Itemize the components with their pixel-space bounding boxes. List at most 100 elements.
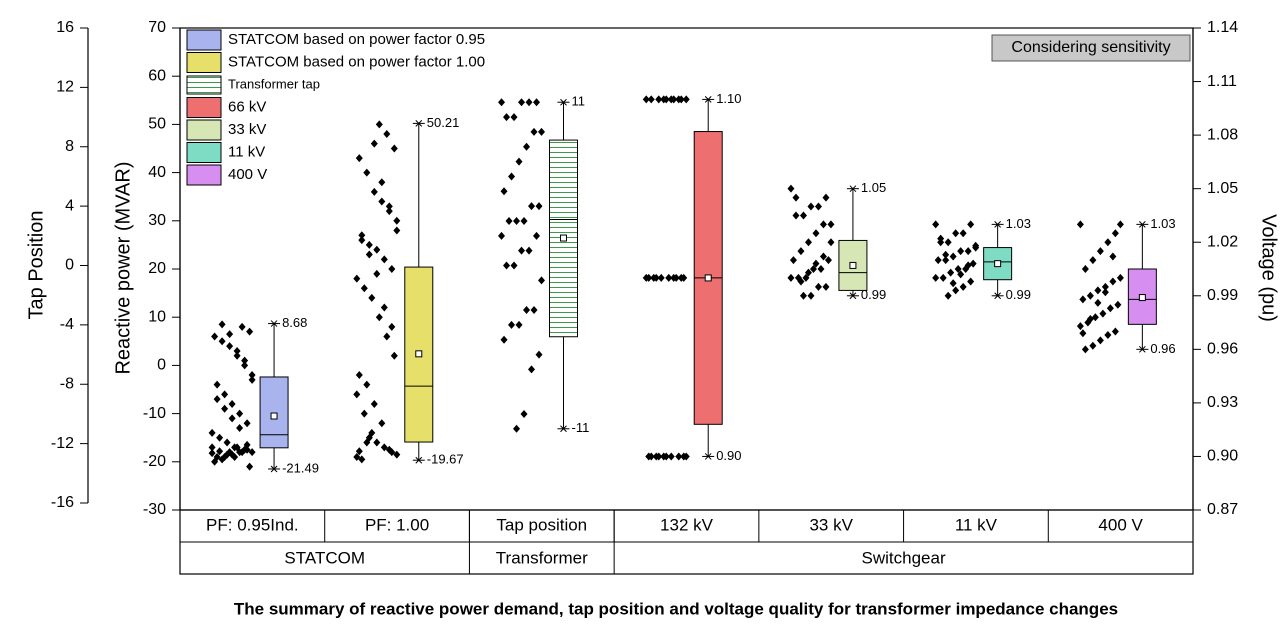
data-point [1076,322,1084,331]
data-point [787,184,795,193]
data-point [947,268,955,277]
data-point [211,457,219,466]
y2-tick-label: 0.99 [1207,287,1238,304]
data-point [518,98,526,107]
data-point [378,419,386,428]
whisker-label: 11 [571,94,585,109]
data-point [939,273,947,282]
data-point [819,220,827,229]
data-point [812,229,820,238]
data-point [959,282,967,291]
data-point [360,284,368,293]
data-point [942,256,950,265]
data-point [814,202,822,211]
y3-tick-label: 16 [56,19,74,36]
y-tick-label: 50 [148,116,166,133]
data-point [1104,331,1112,340]
data-point [241,356,249,365]
data-point [667,452,675,461]
y3-tick-label: 4 [65,197,74,214]
data-point [370,187,378,196]
data-point [385,445,393,454]
x-tick-label: 33 kV [809,515,853,534]
x-tick-label: 400 V [1098,515,1143,534]
data-point [233,351,241,360]
data-point [365,250,373,259]
data-point [533,98,541,107]
data-point [498,98,506,107]
data-point [1094,298,1102,307]
data-point [503,113,511,122]
data-point [1081,345,1089,354]
y2-tick-label: 1.11 [1207,73,1237,90]
data-point [228,399,236,408]
data-point [241,361,249,370]
data-point [363,168,371,177]
legend-swatch [186,142,222,163]
y2-tick-label: 0.96 [1207,341,1238,358]
whisker-label: 0.99 [861,287,886,302]
y-tick-label: -20 [143,453,166,470]
data-point [967,220,975,229]
data-point [510,113,518,122]
data-point [804,238,812,247]
data-point [373,245,381,254]
data-point [1096,247,1104,256]
whisker-label: 0.99 [1006,287,1031,302]
data-point [1116,220,1124,229]
y3-tick-label: -16 [51,494,74,511]
data-point [665,273,673,282]
data-point [670,273,678,282]
data-point [944,238,952,247]
annotation-box [991,34,1191,62]
data-point [1116,273,1124,282]
data-point [236,409,244,418]
data-point [949,279,957,288]
y2-tick-label: 0.87 [1207,501,1238,518]
data-point [797,277,805,286]
legend-label: STATCOM based on power factor 1.00 [228,53,485,70]
data-point [380,255,388,264]
y-tick-label: 40 [148,164,166,181]
data-point [530,306,538,315]
data-point [944,291,952,300]
data-point [957,247,965,256]
data-point [809,265,817,273]
data-point [223,438,231,447]
whisker-label: 1.10 [716,91,741,106]
data-point [1076,220,1084,229]
data-point [353,390,361,399]
data-point [213,395,221,404]
data-point [513,424,521,433]
data-point [231,443,239,452]
data-point [942,250,950,259]
data-point [228,414,236,423]
y2-axis-label: Voltage (pu) [1258,214,1280,322]
data-point [660,452,668,461]
data-point [385,207,393,216]
box [259,376,289,449]
data-point [952,286,960,295]
data-point [967,277,975,286]
data-point [513,216,521,225]
data-point [1104,238,1112,247]
data-point [1079,295,1087,304]
data-point [248,448,256,457]
y3-tick-label: 12 [56,79,74,96]
whisker-end [415,456,423,464]
data-point [949,252,957,261]
whisker-end [1138,221,1146,228]
whisker-label: 1.03 [1006,216,1031,231]
whisker-end [704,96,712,103]
data-point [642,95,650,104]
data-point [827,220,835,229]
data-point [383,130,391,139]
y3-tick-label: 8 [65,138,74,155]
data-point [1089,341,1097,350]
data-point [817,265,825,273]
y3-tick-label: 0 [65,257,74,274]
data-point [363,380,371,389]
data-point [934,256,942,265]
data-point [932,273,940,282]
data-point [378,197,386,206]
